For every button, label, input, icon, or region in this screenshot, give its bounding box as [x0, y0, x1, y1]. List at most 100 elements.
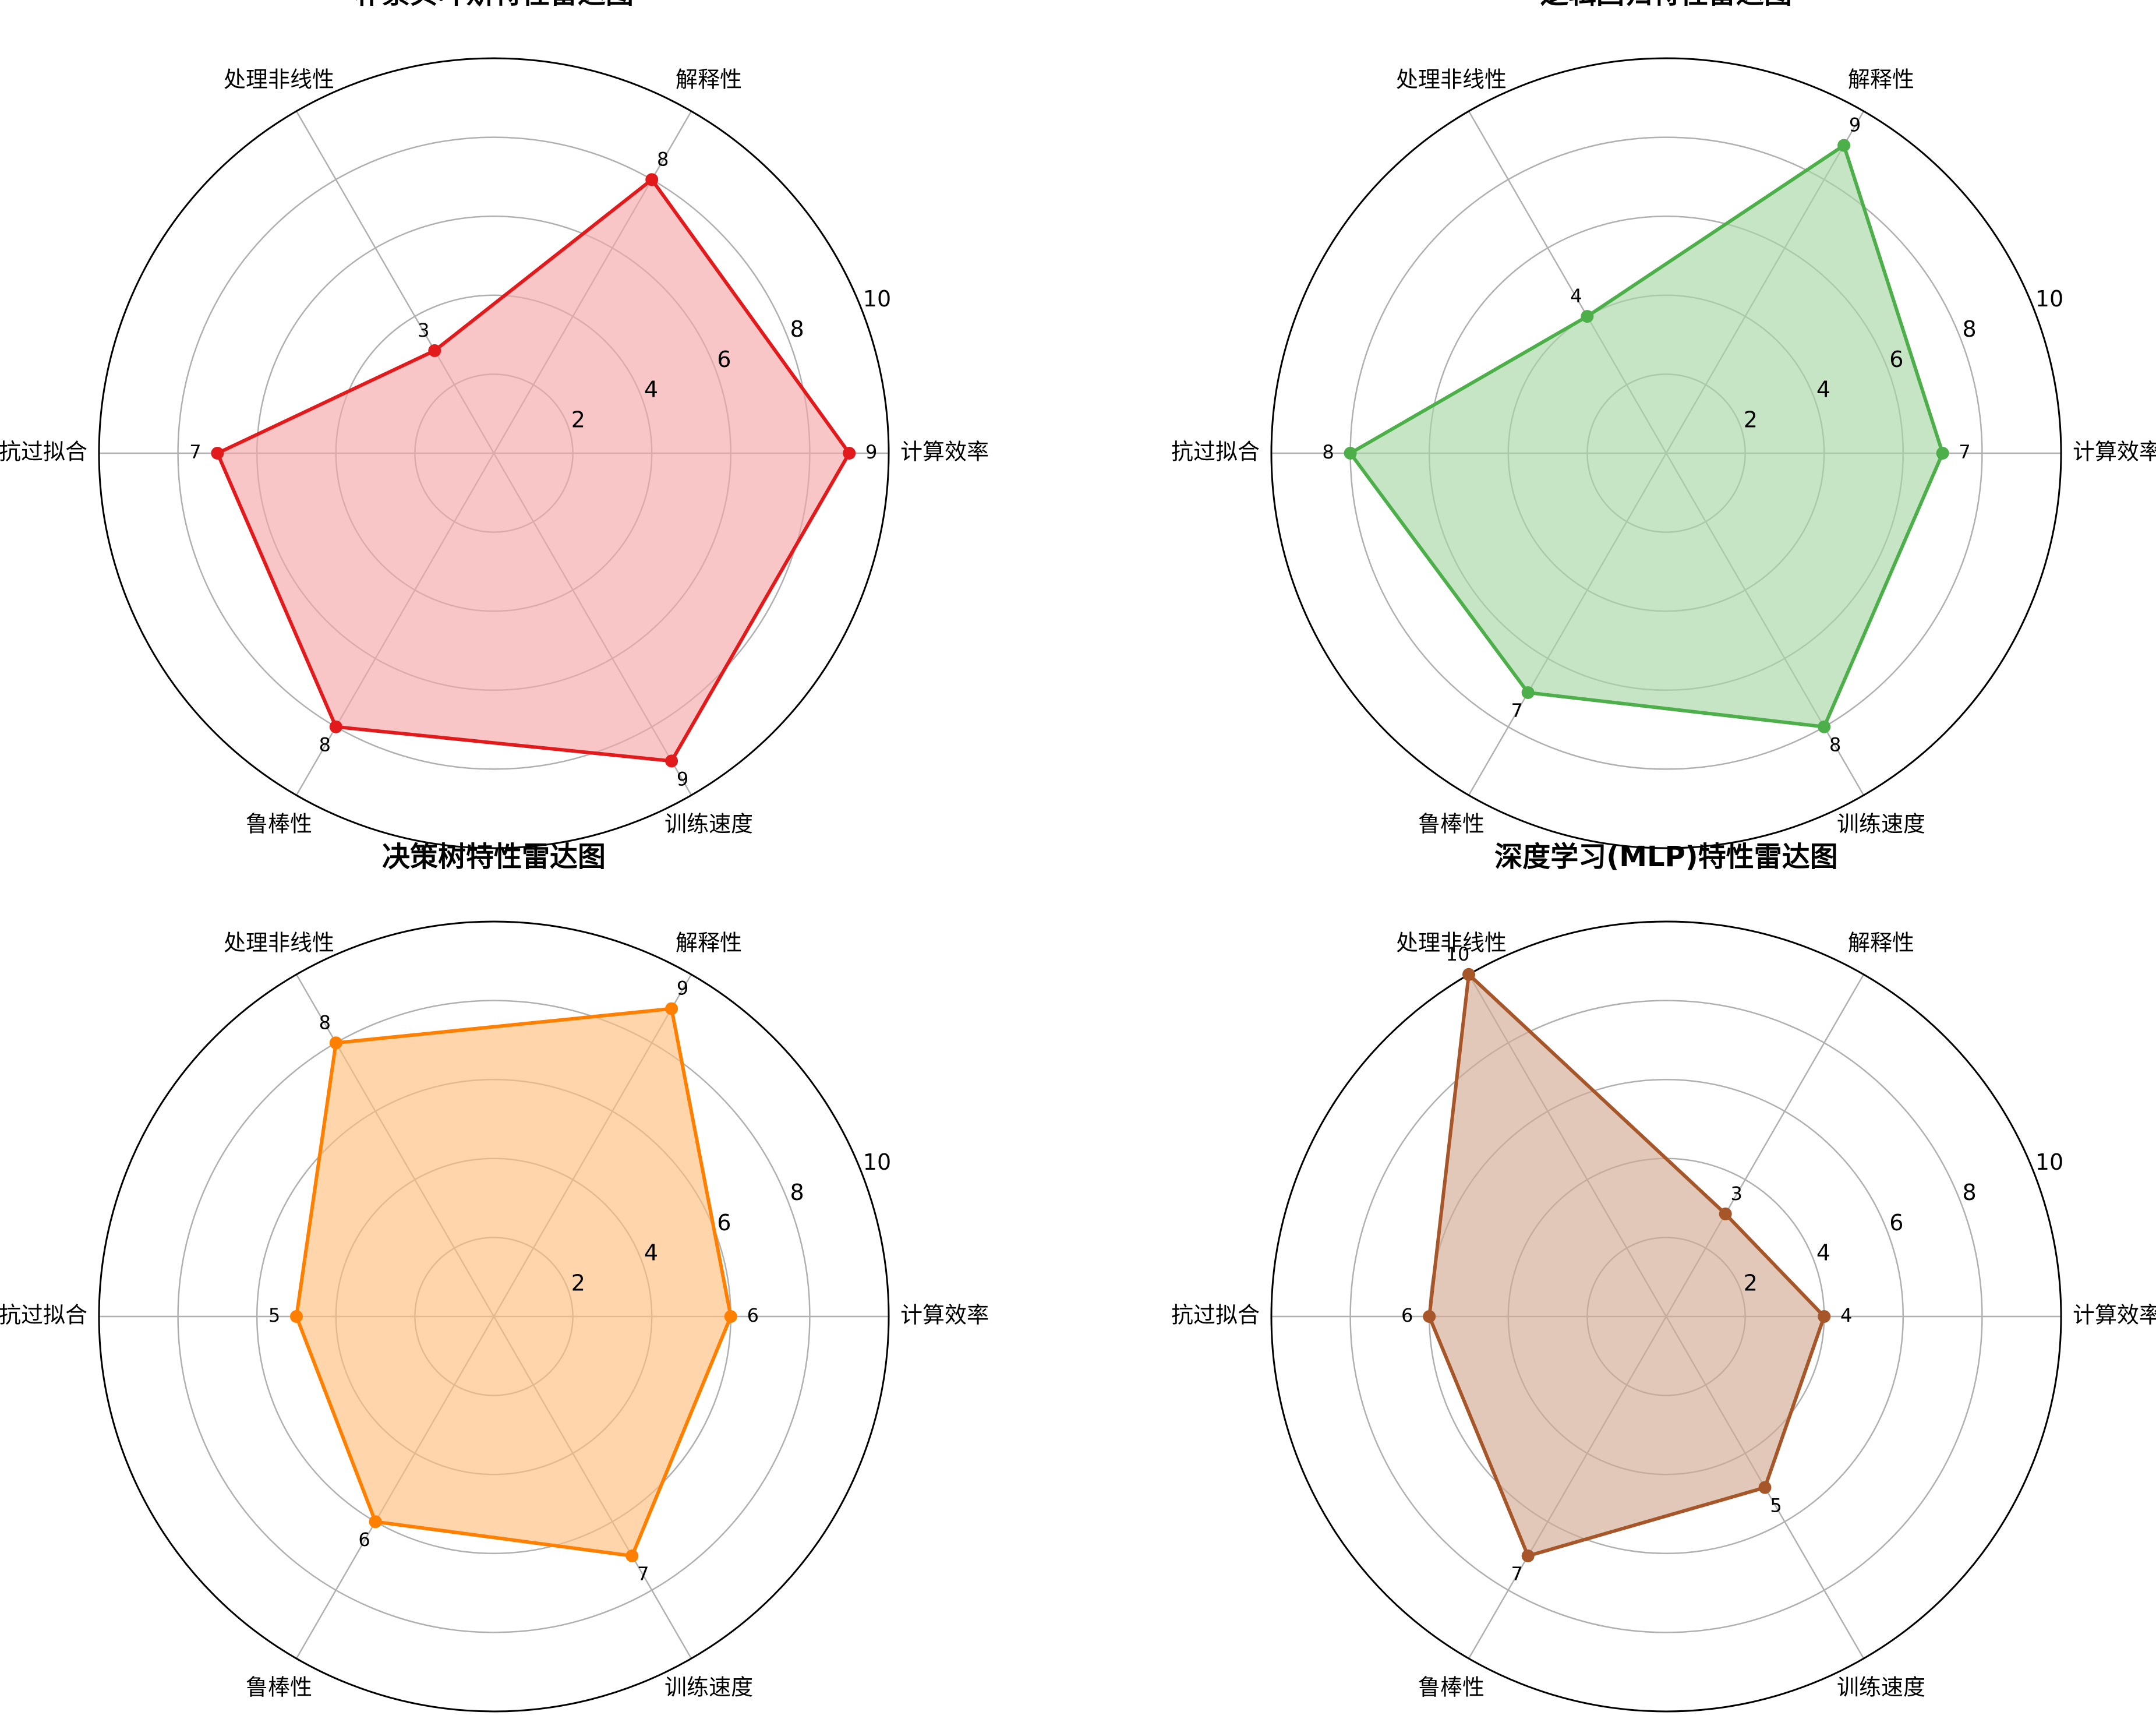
- data-point-marker: [625, 1549, 639, 1562]
- category-axis-label: 解释性: [1848, 66, 1914, 92]
- radial-tick-label: 4: [644, 377, 658, 403]
- radial-tick-label: 6: [717, 1210, 731, 1236]
- radial-tick-label: 2: [571, 407, 585, 433]
- data-point-marker: [1462, 968, 1475, 981]
- radial-tick-label: 6: [717, 347, 731, 372]
- data-polygon: [1427, 972, 1826, 1558]
- outer-frame: [98, 920, 890, 1713]
- category-axis-label: 解释性: [676, 930, 742, 955]
- data-polygon: [295, 1007, 733, 1558]
- data-value-label: 4: [1570, 285, 1582, 307]
- data-point-marker: [724, 1310, 737, 1323]
- data-value-label: 9: [677, 977, 688, 1000]
- outer-frame: [1270, 57, 2062, 849]
- data-point-marker: [1344, 447, 1357, 460]
- data-point-marker: [1758, 1481, 1772, 1494]
- category-axis-label: 训练速度: [1837, 811, 1925, 837]
- data-value-label: 3: [418, 319, 429, 341]
- category-axis-label: 抗过拟合: [0, 439, 87, 465]
- data-point-marker: [428, 344, 441, 357]
- category-axis-label: 计算效率: [900, 439, 989, 465]
- category-axis-label: 鲁棒性: [246, 811, 312, 837]
- radial-tick-label: 4: [644, 1240, 658, 1266]
- category-axis-label: 抗过拟合: [1171, 439, 1260, 465]
- data-value-label: 8: [1322, 441, 1334, 463]
- data-value-label: 8: [319, 1011, 331, 1033]
- data-value-label: 8: [657, 148, 669, 170]
- data-value-label: 3: [1731, 1183, 1743, 1205]
- radial-tick-label: 6: [1889, 347, 1903, 372]
- data-point-marker: [211, 447, 224, 460]
- data-point-marker: [1521, 1549, 1535, 1562]
- chart-title: 决策树特性雷达图: [382, 841, 606, 873]
- category-axis-label: 训练速度: [665, 1675, 753, 1700]
- data-point-marker: [1818, 1310, 1831, 1323]
- data-point-marker: [1818, 720, 1831, 733]
- data-point-marker: [1581, 310, 1594, 323]
- data-value-label: 8: [319, 734, 331, 756]
- category-axis-label: 处理非线性: [1396, 66, 1507, 92]
- data-point-marker: [665, 754, 678, 768]
- radial-tick-label: 8: [790, 1180, 804, 1205]
- data-value-label: 8: [1829, 734, 1841, 756]
- data-point-marker: [645, 173, 659, 186]
- radial-tick-label: 2: [1744, 1270, 1758, 1296]
- data-point-marker: [1423, 1310, 1436, 1323]
- data-value-label: 10: [1446, 943, 1470, 965]
- radial-tick-label: 8: [1963, 1180, 1977, 1205]
- data-point-marker: [1837, 139, 1851, 152]
- data-point-marker: [1936, 447, 1949, 460]
- category-axis-label: 计算效率: [2073, 1303, 2156, 1328]
- data-value-label: 5: [1770, 1495, 1782, 1517]
- category-axis-label: 抗过拟合: [1171, 1303, 1260, 1328]
- data-point-marker: [290, 1310, 303, 1323]
- radial-tick-label: 8: [1963, 316, 1977, 342]
- category-axis-label: 处理非线性: [224, 930, 334, 955]
- data-polygon: [215, 178, 851, 763]
- data-value-label: 7: [1511, 700, 1523, 722]
- radial-tick-label: 4: [1816, 377, 1830, 403]
- category-axis-label: 处理非线性: [224, 66, 334, 92]
- category-axis-label: 训练速度: [1837, 1675, 1925, 1700]
- data-value-label: 7: [637, 1563, 649, 1585]
- chart-title: 深度学习(MLP)特性雷达图: [1494, 841, 1837, 873]
- data-point-marker: [329, 1036, 342, 1050]
- data-value-label: 9: [865, 441, 877, 463]
- category-axis-label: 鲁棒性: [1418, 811, 1485, 837]
- radial-tick-label: 8: [790, 316, 804, 342]
- data-point-marker: [843, 447, 856, 460]
- category-axis-label: 鲁棒性: [246, 1675, 312, 1700]
- radial-tick-label: 10: [2035, 1149, 2063, 1175]
- chart-title: 逻辑回归特性雷达图: [1540, 0, 1792, 10]
- radial-tick-label: 6: [1889, 1210, 1903, 1236]
- category-axis-label: 计算效率: [900, 1303, 989, 1328]
- radial-tick-label: 10: [863, 1149, 891, 1175]
- data-value-label: 5: [268, 1304, 280, 1326]
- data-value-label: 7: [189, 441, 201, 463]
- data-value-label: 9: [1849, 114, 1861, 136]
- category-axis-label: 鲁棒性: [1418, 1675, 1485, 1700]
- data-value-label: 6: [1401, 1304, 1413, 1326]
- data-point-marker: [329, 720, 342, 733]
- radial-tick-label: 4: [1816, 1240, 1830, 1266]
- category-axis-label: 计算效率: [2073, 439, 2156, 465]
- data-value-label: 4: [1840, 1304, 1852, 1326]
- category-axis-label: 解释性: [676, 66, 742, 92]
- category-axis-label: 处理非线性: [1396, 930, 1507, 955]
- radial-tick-label: 10: [863, 286, 891, 312]
- outer-frame: [98, 57, 890, 849]
- category-axis-label: 训练速度: [665, 811, 753, 837]
- radial-tick-label: 10: [2035, 286, 2063, 312]
- data-value-label: 7: [1511, 1563, 1523, 1585]
- data-value-label: 6: [358, 1529, 370, 1551]
- chart-title: 朴素贝叶斯特性雷达图: [354, 0, 634, 10]
- outer-frame: [1270, 920, 2062, 1713]
- data-value-label: 7: [1959, 441, 1970, 463]
- data-point-marker: [665, 1002, 678, 1015]
